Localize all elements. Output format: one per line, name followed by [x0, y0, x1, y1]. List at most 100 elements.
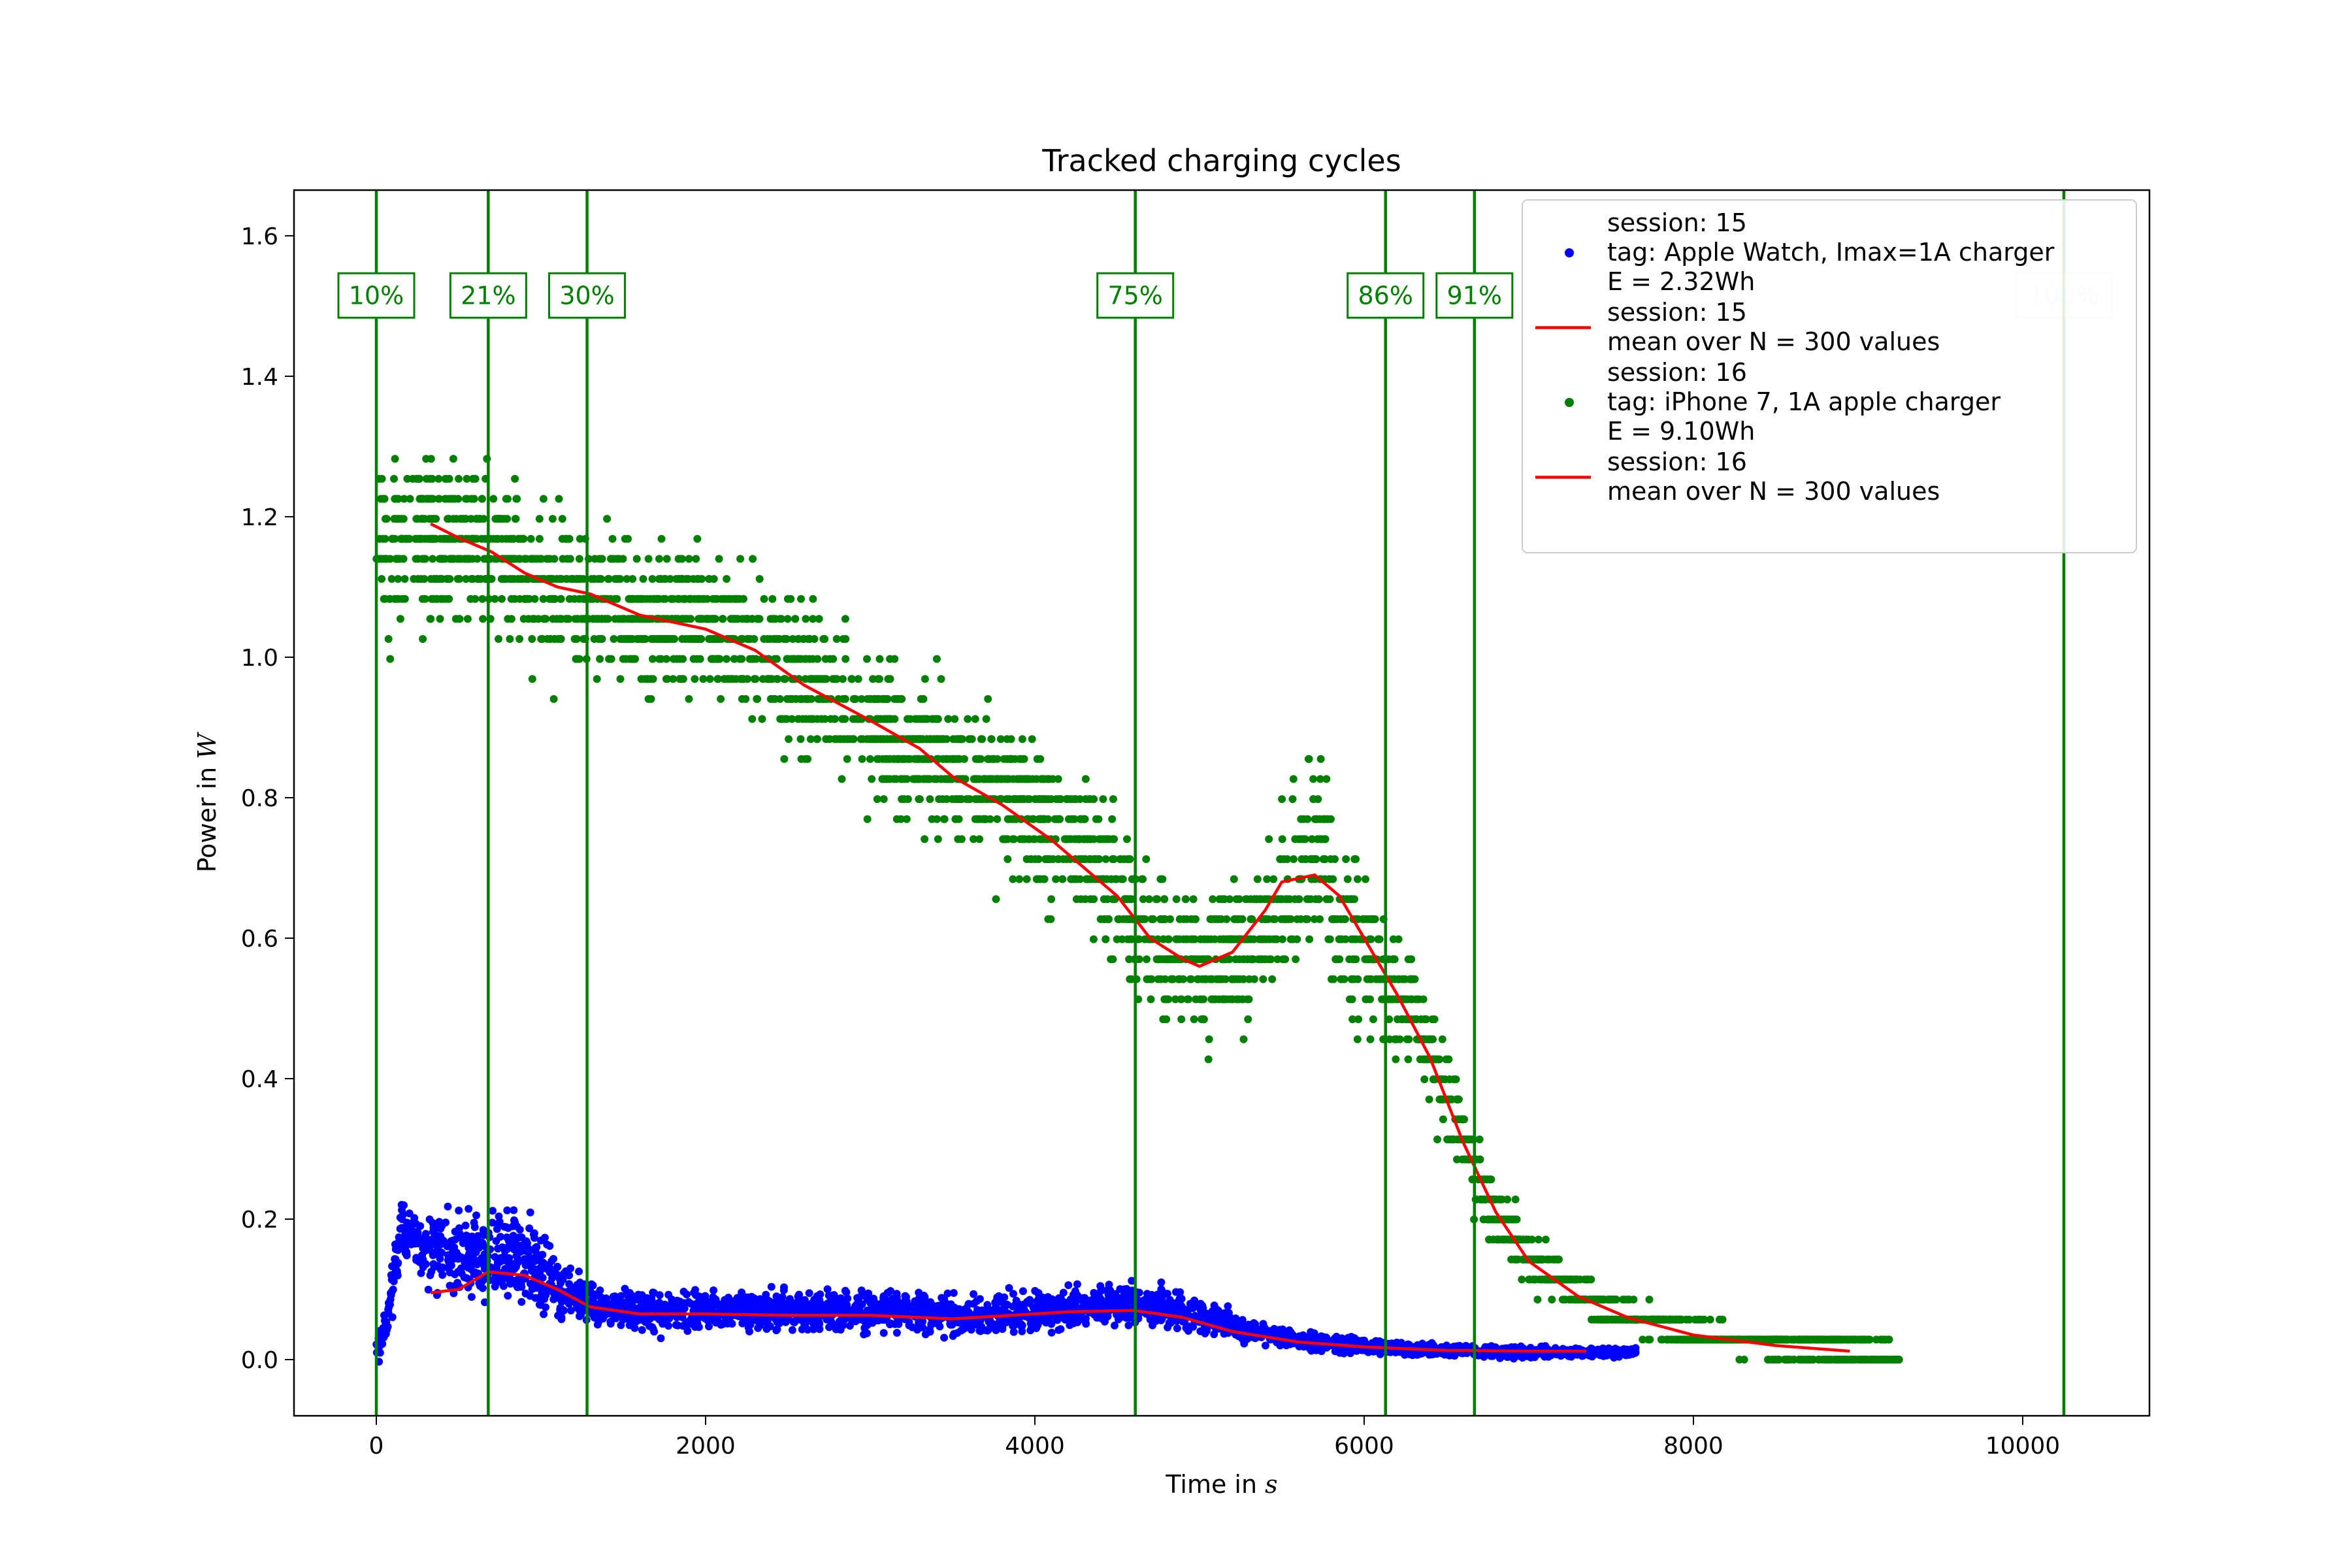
data-point — [592, 1312, 600, 1320]
data-point — [796, 735, 805, 743]
scatter-series — [372, 1201, 1640, 1366]
data-point — [393, 1267, 401, 1275]
data-point — [506, 1279, 515, 1288]
data-point — [904, 795, 912, 804]
data-point — [596, 655, 604, 663]
data-point — [1518, 1275, 1526, 1284]
data-point — [780, 1283, 788, 1292]
data-point — [1230, 875, 1238, 883]
data-point — [491, 1252, 499, 1261]
data-point — [481, 1298, 489, 1307]
data-point — [1099, 795, 1107, 804]
data-point — [773, 675, 781, 683]
data-point — [1326, 815, 1335, 823]
data-point — [668, 1305, 676, 1313]
data-point — [449, 455, 457, 463]
data-point — [503, 1206, 512, 1215]
data-point — [685, 694, 693, 703]
data-point — [809, 1325, 818, 1333]
data-point — [1366, 1035, 1375, 1043]
data-point — [1343, 875, 1352, 883]
data-point — [566, 1306, 575, 1315]
data-point — [964, 1299, 973, 1308]
data-point — [1113, 1311, 1121, 1319]
data-point — [869, 1297, 877, 1305]
data-point — [472, 1211, 480, 1220]
data-point — [1167, 1318, 1175, 1327]
data-point — [497, 1254, 505, 1262]
data-point — [1279, 955, 1287, 964]
data-point — [756, 1295, 764, 1303]
data-point — [1005, 1284, 1013, 1292]
data-point — [1105, 1290, 1114, 1298]
data-point — [823, 1285, 832, 1294]
data-point — [525, 1224, 534, 1233]
data-point — [851, 1302, 859, 1311]
data-point — [791, 615, 800, 623]
data-point — [683, 1327, 692, 1335]
data-point — [1322, 775, 1331, 783]
data-point — [1454, 1343, 1462, 1351]
data-point — [1145, 895, 1153, 904]
data-point — [1453, 1155, 1461, 1164]
data-point — [431, 1232, 439, 1240]
data-point — [535, 1300, 544, 1309]
data-point — [1025, 795, 1034, 804]
data-point — [1288, 1331, 1297, 1339]
data-point — [429, 1218, 437, 1227]
data-point — [461, 1258, 469, 1266]
data-point — [971, 715, 979, 723]
data-point — [519, 615, 528, 623]
data-point — [536, 1236, 545, 1245]
data-point — [1108, 815, 1117, 823]
data-point — [550, 555, 559, 563]
data-point — [816, 1290, 825, 1299]
data-point — [498, 1276, 507, 1284]
data-point — [526, 1279, 534, 1288]
data-point — [823, 1315, 831, 1324]
data-point — [657, 1334, 665, 1343]
data-point — [1047, 1328, 1056, 1337]
data-point — [1039, 1315, 1048, 1323]
data-point — [593, 1320, 602, 1329]
data-point — [890, 655, 899, 663]
data-point — [502, 495, 510, 503]
data-point — [879, 1316, 887, 1324]
data-point — [538, 1290, 547, 1298]
data-point — [417, 1269, 425, 1277]
data-point — [535, 1253, 544, 1261]
data-point — [455, 1224, 463, 1232]
data-point — [1299, 1331, 1307, 1339]
data-point — [449, 1282, 458, 1290]
data-point — [1276, 1341, 1284, 1350]
data-point — [636, 1305, 644, 1314]
data-point — [1211, 1305, 1220, 1313]
data-point — [679, 1322, 687, 1330]
data-point — [479, 615, 487, 623]
data-point — [1372, 1337, 1380, 1345]
data-point — [1095, 1293, 1103, 1301]
data-point — [1206, 1314, 1214, 1322]
data-point — [408, 1237, 417, 1245]
data-point — [623, 575, 631, 583]
data-point — [416, 1222, 425, 1230]
data-point — [975, 1295, 984, 1303]
data-point — [539, 1258, 547, 1267]
data-point — [444, 1202, 452, 1211]
data-point — [412, 1228, 420, 1236]
data-point — [717, 1303, 726, 1311]
data-point — [1245, 975, 1253, 983]
data-point — [1362, 875, 1369, 883]
data-point — [1072, 1292, 1081, 1300]
data-point — [871, 1316, 879, 1325]
data-point — [1425, 1095, 1433, 1103]
data-point — [535, 515, 544, 523]
data-point — [511, 515, 519, 523]
data-point — [1030, 835, 1039, 843]
data-point — [478, 595, 487, 603]
data-point — [828, 1321, 837, 1330]
data-point — [1102, 855, 1110, 863]
data-point — [1321, 855, 1330, 863]
data-point — [940, 1295, 949, 1303]
data-point — [459, 1239, 467, 1247]
